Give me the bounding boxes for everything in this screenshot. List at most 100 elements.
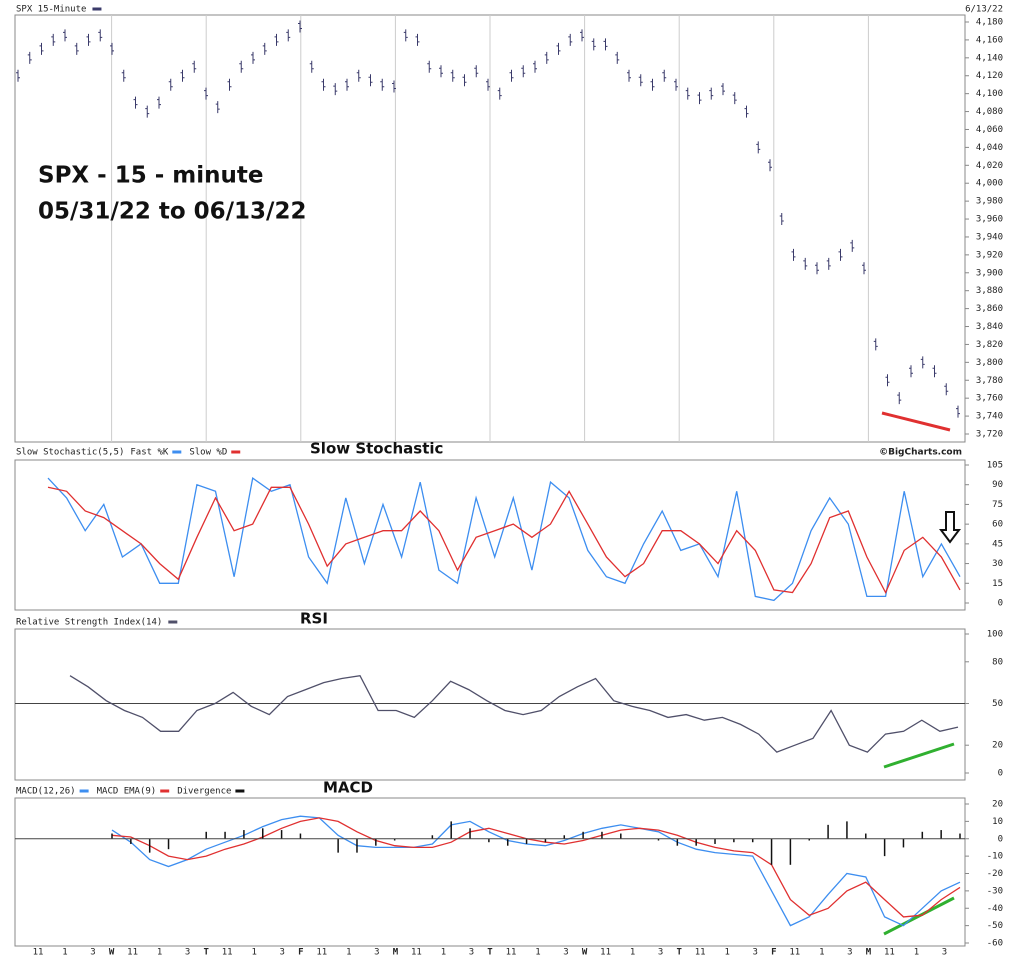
price-bar — [416, 34, 420, 46]
y-tick-label: 0 — [998, 599, 1003, 609]
y-tick-label: 3,980 — [976, 197, 1003, 207]
y-tick-label: 20 — [992, 800, 1003, 810]
panel-frame — [15, 798, 965, 946]
y-tick-label: 3,900 — [976, 268, 1003, 278]
price-bar — [357, 70, 361, 82]
price-bar — [498, 88, 502, 100]
legend-label: MACD(12,26) — [16, 787, 76, 797]
y-tick-label: 4,120 — [976, 71, 1003, 81]
price-bar — [369, 74, 373, 86]
panel-title: Relative Strength Index(14) — [16, 618, 162, 628]
annotation: SPX - 15 - minute — [38, 163, 263, 189]
price-bar — [545, 52, 549, 64]
x-tick-label: 3 — [942, 948, 947, 958]
price-bar — [63, 29, 67, 41]
y-tick-label: 4,080 — [976, 107, 1003, 117]
price-bar — [592, 38, 596, 50]
price-bar — [51, 34, 55, 46]
y-tick-label: 0 — [998, 769, 1003, 779]
price-bar — [310, 61, 314, 73]
credit: ©BigCharts.com — [879, 448, 962, 458]
date: 6/13/22 — [965, 5, 1003, 15]
price-bar — [580, 29, 584, 41]
legend-label: Divergence — [177, 787, 231, 797]
price-bar — [627, 70, 631, 82]
x-tick-label: T — [487, 948, 493, 958]
y-tick-label: 50 — [992, 699, 1003, 709]
price-bar — [862, 262, 866, 274]
plot — [70, 676, 958, 752]
price-bar — [345, 79, 349, 91]
price-bar — [463, 74, 467, 86]
price-bar — [427, 61, 431, 73]
price-bar — [16, 70, 20, 82]
price-bar — [216, 101, 220, 113]
series-line — [70, 676, 958, 752]
x-tick-label: 1 — [914, 948, 919, 958]
price-bar — [474, 65, 478, 77]
price-bar — [134, 97, 138, 109]
price-bar — [850, 240, 854, 252]
y-tick-label: 3,840 — [976, 322, 1003, 332]
price-bar — [662, 70, 666, 82]
price-bar — [40, 43, 44, 55]
price-bar — [122, 70, 126, 82]
price-bar — [756, 141, 760, 153]
y-tick-label: 3,940 — [976, 232, 1003, 242]
price-bar — [815, 262, 819, 274]
price-bar — [897, 392, 901, 404]
price-bar — [568, 34, 572, 46]
price-bar — [733, 92, 737, 104]
x-tick-label: W — [109, 948, 115, 958]
x-tick-label: 1 — [441, 948, 446, 958]
legend-label: Fast %K — [130, 448, 169, 458]
y-tick-label: 15 — [992, 579, 1003, 589]
y-tick-label: -40 — [987, 904, 1003, 914]
price-bar — [404, 29, 408, 41]
y-tick-label: -50 — [987, 921, 1003, 931]
y-tick-label: 80 — [992, 657, 1003, 667]
y-tick-label: 20 — [992, 741, 1003, 751]
price-bar — [944, 383, 948, 395]
price-bar — [192, 61, 196, 73]
x-tick-label: M — [866, 948, 872, 958]
price-bar — [521, 65, 525, 77]
price-bar — [792, 249, 796, 261]
price-bar — [239, 61, 243, 73]
x-tick-label: 3 — [847, 948, 852, 958]
y-tick-label: 4,140 — [976, 53, 1003, 63]
x-tick-label: 11 — [600, 948, 611, 958]
price-bar — [439, 65, 443, 77]
y-tick-label: 100 — [987, 630, 1003, 640]
price-bar — [486, 79, 490, 91]
price-bar — [803, 258, 807, 270]
x-tick-label: 3 — [469, 948, 474, 958]
x-tick-label: 1 — [157, 948, 162, 958]
price-bar — [510, 70, 514, 82]
price-bar — [263, 43, 267, 55]
y-tick-label: 3,760 — [976, 394, 1003, 404]
price-bar — [827, 258, 831, 270]
price-bar — [780, 213, 784, 225]
y-tick-label: -30 — [987, 886, 1003, 896]
chart: 6/13/22 ©BigCharts.com 1113W1113T1113F11… — [0, 0, 1024, 961]
y-tick-label: -10 — [987, 852, 1003, 862]
y-tick-label: 105 — [987, 461, 1003, 471]
y-tick-label: 10 — [992, 817, 1003, 827]
divergence-line — [882, 413, 950, 430]
price-bar — [204, 88, 208, 100]
x-tick-label: W — [582, 948, 588, 958]
price-bar — [698, 92, 702, 104]
price-bar — [275, 34, 279, 46]
price-bar — [557, 43, 561, 55]
annotation: Slow Stochastic — [310, 440, 443, 458]
y-tick-label: 60 — [992, 520, 1003, 530]
price-bar — [745, 106, 749, 118]
y-tick-label: 4,160 — [976, 35, 1003, 45]
y-tick-label: 3,860 — [976, 304, 1003, 314]
y-tick-label: 4,000 — [976, 179, 1003, 189]
x-tick-label: 3 — [185, 948, 190, 958]
y-tick-label: 3,960 — [976, 215, 1003, 225]
y-tick-label: 4,180 — [976, 18, 1003, 28]
x-tick-label: 11 — [127, 948, 138, 958]
